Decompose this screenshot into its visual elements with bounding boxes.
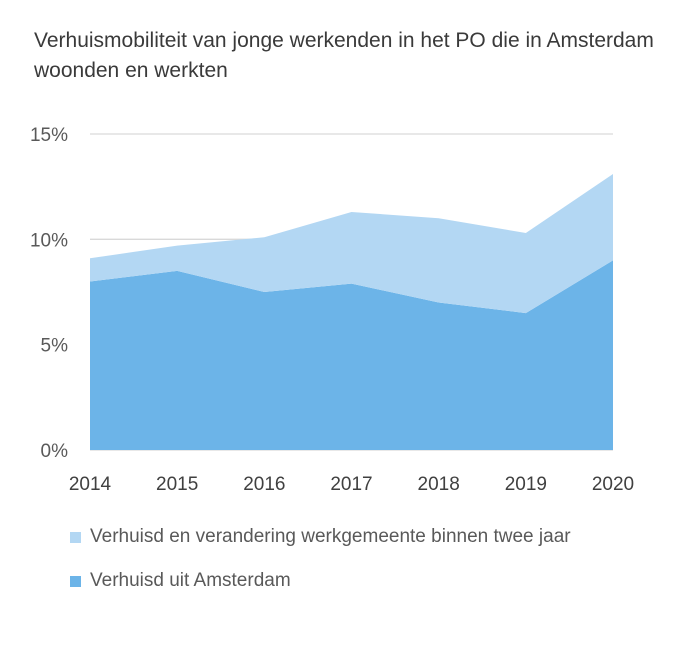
legend-swatch-series-2 [70,532,81,543]
x-tick-label: 2014 [69,474,112,495]
y-tick-label: 5% [41,336,69,357]
chart-title: Verhuismobiliteit van jonge werkenden in… [34,29,654,82]
x-tick-label: 2016 [243,474,285,495]
x-tick-label: 2015 [156,474,198,495]
x-axis-ticks: 2014 2015 2016 2017 2018 2019 2020 [69,474,634,495]
x-tick-label: 2017 [330,474,372,495]
x-tick-label: 2018 [418,474,460,495]
y-axis-ticks: 0% 5% 10% 15% [30,125,68,462]
legend-label-series-2: Verhuisd en verandering werkgemeente bin… [90,526,571,547]
legend-label-series-1: Verhuisd uit Amsterdam [90,570,291,591]
area-series [90,174,613,450]
y-tick-label: 0% [41,441,69,462]
x-tick-label: 2020 [592,474,634,495]
legend-item-series-2: Verhuisd en verandering werkgemeente bin… [70,522,650,552]
x-tick-label: 2019 [505,474,547,495]
legend: Verhuisd en verandering werkgemeente bin… [70,522,650,596]
area-series-1 [90,260,613,450]
area-chart: 0% 5% 10% 15% 2014 2015 2016 2017 2018 2019 2020 [30,125,634,495]
legend-swatch-series-1 [70,576,81,587]
y-tick-label: 15% [30,125,68,146]
y-tick-label: 10% [30,230,68,251]
area-series-2 [90,174,613,314]
legend-item-series-1: Verhuisd uit Amsterdam [70,566,650,596]
